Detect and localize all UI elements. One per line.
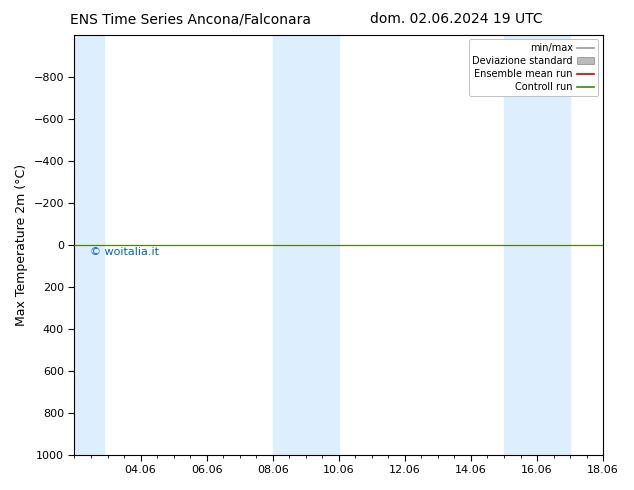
Text: © woitalia.it: © woitalia.it (90, 246, 159, 257)
Legend: min/max, Deviazione standard, Ensemble mean run, Controll run: min/max, Deviazione standard, Ensemble m… (469, 40, 598, 96)
Text: ENS Time Series Ancona/Falconara: ENS Time Series Ancona/Falconara (70, 12, 311, 26)
Bar (273, 35, 339, 455)
Bar (504, 35, 570, 455)
Bar (74, 35, 104, 455)
Y-axis label: Max Temperature 2m (°C): Max Temperature 2m (°C) (15, 164, 28, 326)
Text: dom. 02.06.2024 19 UTC: dom. 02.06.2024 19 UTC (370, 12, 543, 26)
